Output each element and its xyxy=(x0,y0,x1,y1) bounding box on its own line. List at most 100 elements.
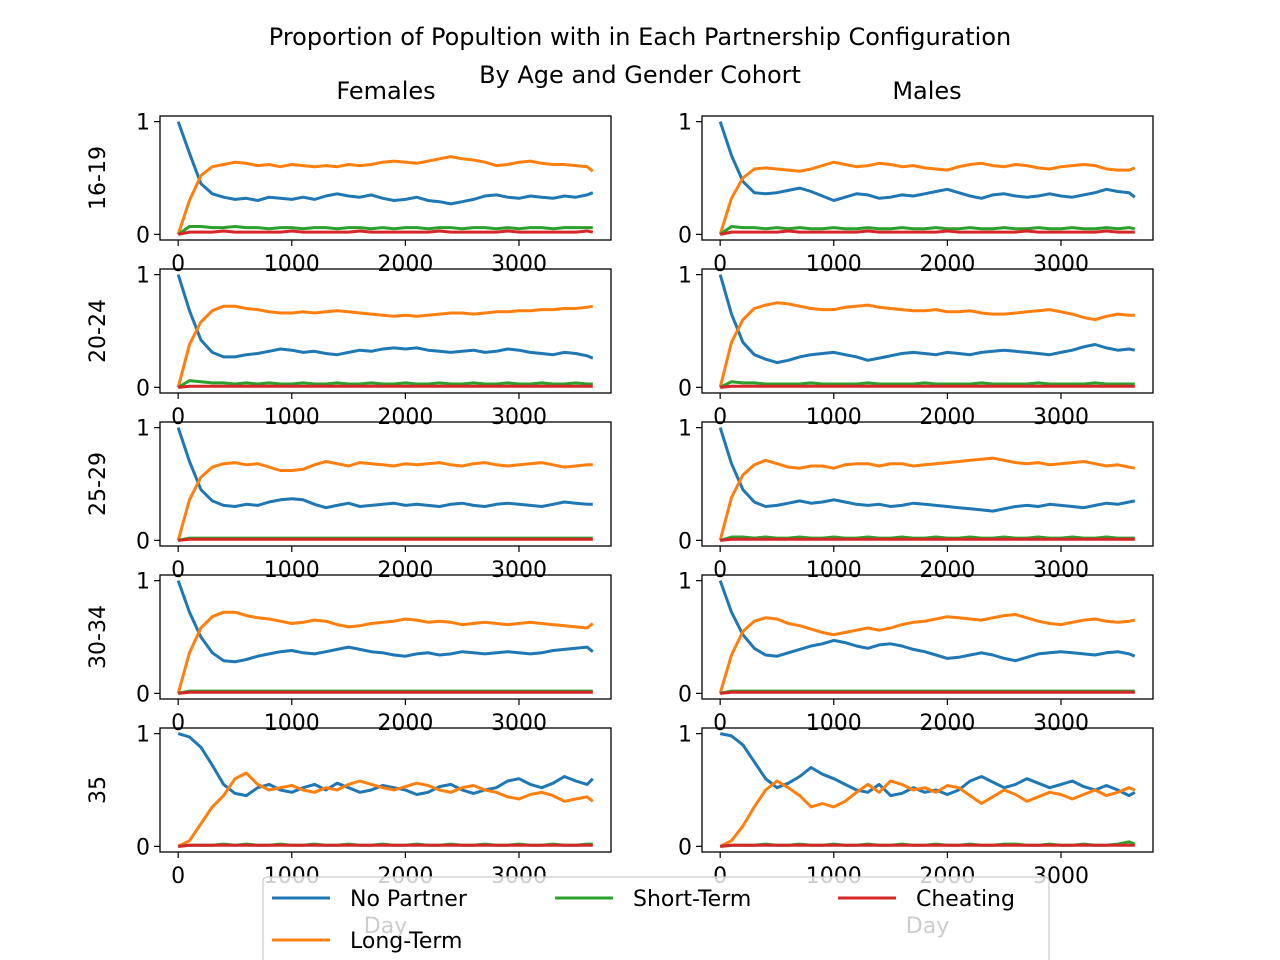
x-tick-label: 0 xyxy=(171,558,185,583)
y-tick-label: 1 xyxy=(136,723,150,748)
x-tick-label: 0 xyxy=(713,558,727,583)
x-tick-label: 0 xyxy=(171,864,185,889)
series-line-cheating xyxy=(719,229,1135,236)
x-tick-label: 2000 xyxy=(919,252,975,277)
y-tick-label: 0 xyxy=(678,376,692,401)
x-tick-label: 0 xyxy=(171,711,185,736)
x-tick-label: 3000 xyxy=(491,711,547,736)
series-line-long-term xyxy=(718,160,1136,235)
series-line-cheating xyxy=(720,537,1135,542)
series-line-no-partner xyxy=(176,580,594,664)
y-tick-label: 1 xyxy=(136,111,150,136)
series-line-short-term xyxy=(719,225,1136,236)
x-tick-label: 1000 xyxy=(264,405,320,430)
y-tick-label: 0 xyxy=(136,682,150,707)
series-line-long-term xyxy=(176,155,594,235)
y-tick-label: 0 xyxy=(678,529,692,554)
x-tick-label: 2000 xyxy=(377,711,433,736)
x-tick-label: 2000 xyxy=(377,558,433,583)
series-line-no-partner xyxy=(719,732,1136,798)
series-lines xyxy=(718,427,1136,542)
series-line-short-term xyxy=(177,225,593,236)
chart-title-line-1: Proportion of Popultion with in Each Par… xyxy=(269,23,1011,51)
x-tick-label: 3000 xyxy=(491,252,547,277)
y-tick-label: 1 xyxy=(678,111,692,136)
y-tick-label: 0 xyxy=(136,835,150,860)
column-title-males: Males xyxy=(892,77,961,105)
x-tick-label: 3000 xyxy=(1033,711,1089,736)
series-lines xyxy=(718,580,1136,695)
x-tick-label: 0 xyxy=(171,405,185,430)
subplot-males-25-29: 0 1 0 1000 2000 3000 xyxy=(678,417,1154,583)
axes-frame xyxy=(701,115,1154,241)
y-tick-label: 0 xyxy=(678,682,692,707)
axes-frame xyxy=(701,421,1154,547)
series-line-no-partner xyxy=(718,274,1136,365)
series-line-no-partner xyxy=(176,427,593,510)
x-tick-label: 0 xyxy=(713,252,727,277)
axes-frame xyxy=(159,421,612,547)
subplot-females-16-19: 0 1 0 1000 2000 3000 16-19 xyxy=(86,111,612,277)
series-line-long-term xyxy=(176,304,594,388)
series-line-long-term xyxy=(719,779,1136,848)
series-line-no-partner xyxy=(176,274,594,360)
y-tick-label: 0 xyxy=(678,835,692,860)
series-line-cheating xyxy=(720,690,1135,695)
series-line-long-term xyxy=(176,610,594,694)
subplot-males-16-19: 0 1 0 1000 2000 3000 xyxy=(678,111,1154,277)
x-tick-label: 2000 xyxy=(919,405,975,430)
x-tick-label: 2000 xyxy=(377,405,433,430)
series-line-long-term xyxy=(177,771,594,848)
series-line-no-partner xyxy=(718,427,1136,513)
column-title-females: Females xyxy=(336,77,435,105)
row-label: 16-19 xyxy=(86,146,111,210)
series-line-cheating xyxy=(178,384,593,389)
legend-label: Long-Term xyxy=(350,929,462,954)
series-line-no-partner xyxy=(176,121,594,206)
series-lines xyxy=(718,274,1136,389)
series-line-long-term xyxy=(718,456,1136,541)
legend-item-no-partner: No Partner xyxy=(272,887,468,912)
series-line-long-term xyxy=(718,613,1136,694)
series-lines xyxy=(718,121,1136,236)
axes-frame xyxy=(159,574,612,700)
axes-frame xyxy=(701,268,1154,394)
series-line-cheating xyxy=(720,843,1135,848)
series-line-cheating xyxy=(720,384,1135,389)
series-lines xyxy=(719,732,1136,848)
y-tick-label: 1 xyxy=(136,264,150,289)
legend-label: No Partner xyxy=(350,887,468,912)
axes-frame xyxy=(701,727,1154,853)
series-lines xyxy=(177,732,594,848)
chart-title-line-2: By Age and Gender Cohort xyxy=(479,61,801,89)
series-line-cheating xyxy=(178,843,593,848)
y-tick-label: 1 xyxy=(678,570,692,595)
series-lines xyxy=(176,580,594,695)
series-line-short-term xyxy=(719,380,1135,389)
series-line-no-partner xyxy=(718,580,1136,663)
series-line-cheating xyxy=(178,537,593,542)
y-tick-label: 1 xyxy=(136,417,150,442)
x-tick-label: 1000 xyxy=(806,405,862,430)
series-line-long-term xyxy=(718,301,1135,388)
y-tick-label: 0 xyxy=(678,223,692,248)
x-tick-label: 0 xyxy=(171,252,185,277)
x-tick-label: 1000 xyxy=(806,252,862,277)
x-tick-label: 2000 xyxy=(919,558,975,583)
series-line-long-term xyxy=(176,460,593,541)
x-tick-label: 3000 xyxy=(491,558,547,583)
x-tick-label: 1000 xyxy=(264,558,320,583)
row-label: 35 xyxy=(86,776,111,804)
subplot-females-30-34: 0 1 0 1000 2000 3000 30-34 xyxy=(86,570,612,736)
series-line-cheating xyxy=(178,690,593,695)
axes-frame xyxy=(159,268,612,394)
series-line-cheating xyxy=(177,229,594,236)
legend-item-cheating: Cheating xyxy=(838,887,1015,912)
axes-frame xyxy=(701,574,1154,700)
y-tick-label: 1 xyxy=(678,417,692,442)
x-tick-label: 3000 xyxy=(1033,405,1089,430)
row-label: 30-34 xyxy=(86,605,111,669)
y-tick-label: 0 xyxy=(136,529,150,554)
